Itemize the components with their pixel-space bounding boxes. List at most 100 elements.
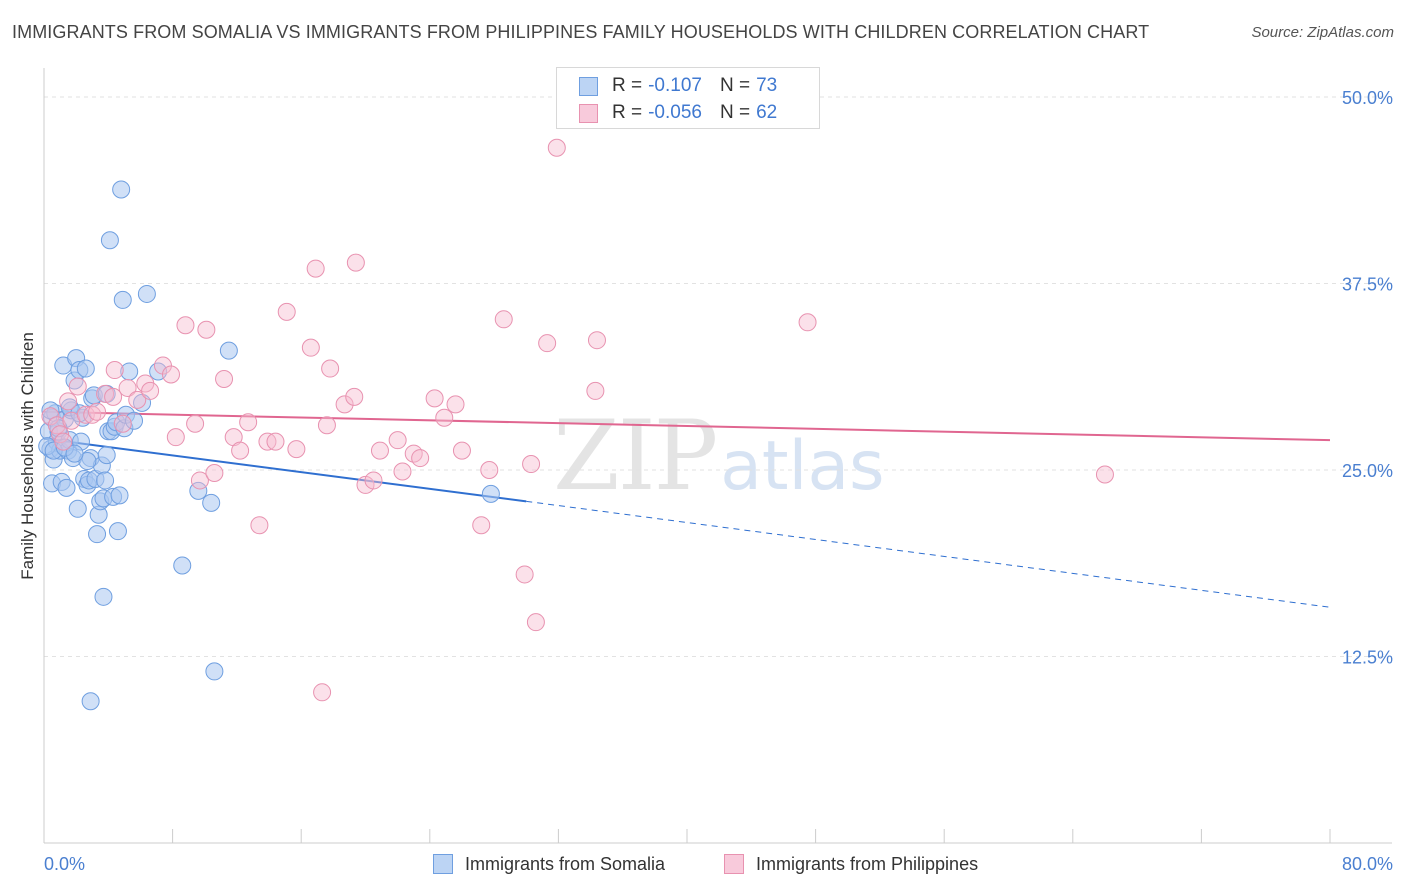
x-tick-label-max: 80.0% <box>1342 854 1393 874</box>
legend-n-label: N = <box>719 75 751 96</box>
watermark-atlas: atlas <box>720 427 885 506</box>
points-somalia <box>38 180 500 711</box>
point-somalia <box>94 587 113 606</box>
bottom-legend-somalia: Immigrants from Somalia <box>433 852 665 876</box>
point-philippines <box>452 441 471 460</box>
legend-swatch-philippines <box>579 103 598 123</box>
legend-n-label: N = <box>719 102 751 123</box>
point-somalia <box>113 290 132 309</box>
point-philippines <box>494 310 513 329</box>
point-philippines <box>266 432 285 451</box>
bottom-legend-label-philippines: Immigrants from Philippines <box>756 853 979 874</box>
point-philippines <box>141 381 160 400</box>
point-somalia <box>219 341 238 360</box>
point-philippines <box>526 613 545 632</box>
point-somalia <box>65 444 84 463</box>
bottom-legend-philippines: Immigrants from Philippines <box>724 852 978 876</box>
point-philippines <box>239 413 258 432</box>
point-somalia <box>96 471 115 490</box>
point-somalia <box>137 284 156 303</box>
point-somalia <box>68 499 87 518</box>
point-philippines <box>113 414 132 433</box>
point-philippines <box>587 331 606 350</box>
point-philippines <box>425 389 444 408</box>
point-philippines <box>287 440 306 459</box>
point-philippines <box>306 259 325 278</box>
y-tick-label: 25.0% <box>1342 461 1393 481</box>
point-philippines <box>186 414 205 433</box>
point-somalia <box>112 180 131 199</box>
bottom-legend-swatch-philippines <box>724 854 744 874</box>
axes <box>43 68 1392 844</box>
point-somalia <box>125 411 144 430</box>
point-somalia <box>108 522 127 541</box>
point-philippines <box>335 395 354 414</box>
point-philippines <box>586 381 605 400</box>
point-philippines <box>166 428 185 447</box>
watermark: ZIPatlas <box>553 400 885 512</box>
points-philippines <box>41 138 1114 702</box>
point-philippines <box>104 387 123 406</box>
y-tick-label: 37.5% <box>1342 275 1393 295</box>
correlation-legend: R = -0.107 N = 73 R = -0.056 N = 62 <box>556 67 820 129</box>
point-philippines <box>83 405 102 424</box>
bottom-legend-label-somalia: Immigrants from Somalia <box>465 853 666 874</box>
x-tick-labels: 0.0% 80.0% <box>44 854 1393 874</box>
point-philippines <box>88 402 107 421</box>
point-philippines <box>522 455 541 474</box>
bottom-legend-swatch-somalia <box>433 854 453 874</box>
x-tick-label-min: 0.0% <box>44 854 85 874</box>
point-philippines <box>393 462 412 481</box>
point-philippines <box>370 441 389 460</box>
point-philippines <box>388 431 407 450</box>
point-philippines <box>250 516 269 535</box>
legend-r-label: R = <box>612 75 643 96</box>
legend-r-value: -0.056 <box>648 102 702 123</box>
point-philippines <box>161 365 180 384</box>
trend-somalia <box>43 437 1331 608</box>
point-philippines <box>1095 465 1114 484</box>
gridlines <box>44 96 1392 657</box>
point-philippines <box>128 390 147 409</box>
point-philippines <box>345 387 364 406</box>
point-philippines <box>317 416 336 435</box>
point-philippines <box>59 392 78 411</box>
point-philippines <box>364 471 383 490</box>
trend-line-philippines <box>43 410 1331 442</box>
watermark-zip: ZIP <box>553 400 718 512</box>
legend-n-value: 73 <box>756 75 778 96</box>
point-philippines <box>68 377 87 396</box>
point-somalia <box>205 662 224 681</box>
point-somalia <box>100 231 119 250</box>
point-somalia <box>481 484 500 503</box>
point-somalia <box>81 692 100 711</box>
y-tick-label: 12.5% <box>1342 648 1393 668</box>
source-credit: Source: ZipAtlas.com <box>1251 24 1394 41</box>
legend-row-somalia: R = -0.107 N = 73 <box>579 74 795 98</box>
point-philippines <box>346 253 365 272</box>
point-philippines <box>515 565 534 584</box>
point-philippines <box>480 461 499 479</box>
point-philippines <box>313 683 332 702</box>
point-philippines <box>76 405 95 424</box>
y-tick-labels: 50.0% 37.5% 25.0% 12.5% <box>1342 88 1393 668</box>
chart-title: IMMIGRANTS FROM SOMALIA VS IMMIGRANTS FR… <box>12 22 1150 42</box>
point-philippines <box>435 408 454 427</box>
point-philippines <box>538 334 557 353</box>
point-philippines <box>105 361 124 380</box>
point-philippines <box>118 378 137 397</box>
point-philippines <box>277 302 296 321</box>
trend-line-somalia-solid <box>43 437 527 503</box>
point-somalia <box>202 493 221 512</box>
legend-n-value: 62 <box>756 102 778 123</box>
point-philippines <box>321 359 340 378</box>
point-philippines <box>231 441 250 460</box>
point-philippines <box>41 407 60 426</box>
point-philippines <box>215 369 234 388</box>
legend-r-label: R = <box>612 102 643 123</box>
point-philippines <box>472 516 491 535</box>
point-philippines <box>411 449 430 468</box>
point-somalia <box>110 486 129 505</box>
legend-r-value: -0.107 <box>648 75 702 96</box>
